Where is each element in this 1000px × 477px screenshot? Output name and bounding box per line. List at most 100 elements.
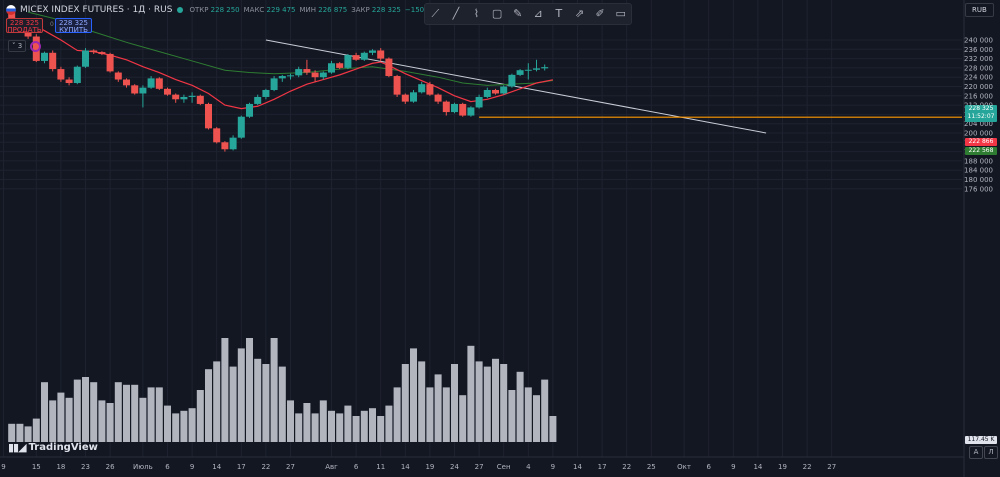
candle-body	[188, 95, 196, 97]
volume-bar	[475, 361, 483, 442]
ohlc-low-value: 226 875	[318, 6, 348, 14]
comment-icon[interactable]: ▭	[615, 7, 626, 20]
volume-bar	[295, 413, 303, 442]
volume-bar	[262, 364, 270, 442]
volume-bar	[492, 358, 499, 442]
candle-body	[262, 89, 270, 97]
candle-body	[213, 128, 221, 143]
log-scale-button[interactable]: Л	[984, 446, 998, 459]
time-tick-label: 9	[190, 463, 194, 471]
time-tick-label: 9	[551, 463, 555, 471]
price-tick-label: 216 000	[964, 92, 993, 100]
candles	[8, 8, 549, 152]
candle-body	[73, 66, 81, 84]
price-tick-label: 240 000	[964, 37, 993, 45]
volume-bar	[229, 366, 237, 442]
currency-selector[interactable]: RUB	[965, 3, 994, 17]
tradingview-icon: ▮▮◢	[8, 441, 27, 454]
volume-label: 117.45 K	[965, 436, 997, 444]
candle-body	[344, 55, 352, 68]
indicators-row: ˅ 3	[8, 40, 42, 52]
pen-icon[interactable]: ✐	[595, 7, 605, 20]
time-tick-label: Окт	[677, 463, 691, 471]
candle-body	[451, 103, 458, 113]
time-tick-label: 9	[1, 463, 5, 471]
volume-bar	[49, 400, 57, 442]
time-tick-label: 6	[165, 463, 170, 471]
volume-bar	[270, 338, 278, 442]
volume-bar	[213, 361, 221, 442]
volume-bar	[196, 390, 204, 442]
candle-body	[369, 50, 376, 53]
candle-body	[155, 78, 163, 89]
candle-body	[123, 79, 130, 86]
candle-body	[426, 84, 434, 95]
fib-icon[interactable]: ⊿	[533, 7, 543, 20]
text-icon[interactable]: T	[555, 7, 563, 20]
volume-bar	[147, 387, 155, 442]
candle-body	[311, 72, 319, 78]
volume-bar	[8, 423, 16, 442]
candle-body	[57, 69, 65, 80]
candle-body	[270, 78, 278, 90]
auto-scale-button[interactable]: A	[969, 446, 983, 459]
volume-bar	[524, 387, 532, 442]
ohlc-open-label: ОТКР	[189, 6, 209, 14]
path-tool-icon[interactable]: ⌇	[473, 7, 480, 20]
buy-price: 228 325	[59, 19, 88, 27]
volume-bar	[237, 348, 245, 442]
volume-bar	[385, 405, 393, 442]
time-tick-label: 6	[354, 463, 359, 471]
candle-body	[180, 96, 188, 100]
candle-body	[434, 94, 442, 102]
price-tick-label: 228 000	[964, 64, 993, 72]
buy-label: КУПИТЬ	[59, 26, 88, 34]
price-tick-label: 188 000	[964, 157, 993, 165]
volume-bar	[434, 374, 442, 442]
volume-bar	[549, 416, 557, 442]
brush-icon[interactable]: ✎	[513, 7, 523, 20]
candle-body	[492, 89, 499, 94]
candle-body	[352, 55, 360, 60]
candle-body	[147, 78, 155, 88]
sell-button[interactable]: 228 325 ПРОДАТЬ	[6, 18, 43, 34]
volume-bar	[32, 418, 40, 442]
time-tick-label: 15	[32, 463, 41, 471]
volume-bar	[319, 400, 327, 442]
spread-value: 0	[50, 21, 54, 28]
ma-slow-label: 222 568	[965, 147, 997, 155]
trend-line-icon[interactable]: ⟋	[431, 7, 440, 20]
indicators-toggle[interactable]: ˅ 3	[8, 40, 27, 52]
arrow-icon[interactable]: ⇗	[574, 7, 585, 20]
time-tick-label: 22	[261, 463, 270, 471]
volume-bar	[451, 364, 458, 442]
price-scale-bg	[964, 0, 1000, 477]
volume-bar	[287, 400, 294, 442]
volume-bar	[139, 397, 147, 442]
volume-bar	[246, 338, 253, 442]
rectangle-icon[interactable]: ▢	[491, 7, 503, 20]
volume-bar	[377, 416, 385, 442]
ohlc-high: МАКС 229 475	[244, 6, 296, 14]
last-price-label: 228 325 11:52:07	[965, 105, 997, 122]
price-tick-label: 176 000	[964, 185, 993, 193]
volume-bar	[516, 371, 524, 442]
volume-bar	[508, 390, 516, 442]
candle-body	[172, 94, 180, 100]
candle-body	[114, 72, 122, 80]
volume-bar	[352, 416, 360, 442]
volume-bar	[164, 405, 171, 442]
last-price-value: 228 325	[968, 105, 994, 112]
buy-button[interactable]: 228 325 КУПИТЬ	[55, 18, 92, 34]
volume-bar	[533, 395, 540, 442]
volume-bar	[369, 408, 376, 442]
symbol-title[interactable]: MICEX INDEX FUTURES · 1Д · RUS	[20, 5, 173, 15]
candle-body	[205, 103, 212, 129]
indicator-object-icon[interactable]	[30, 40, 42, 52]
candle-body	[237, 116, 245, 138]
candle-body	[516, 70, 524, 75]
line-tool-icon[interactable]: ╱	[452, 7, 460, 20]
volume-bar	[459, 395, 467, 442]
